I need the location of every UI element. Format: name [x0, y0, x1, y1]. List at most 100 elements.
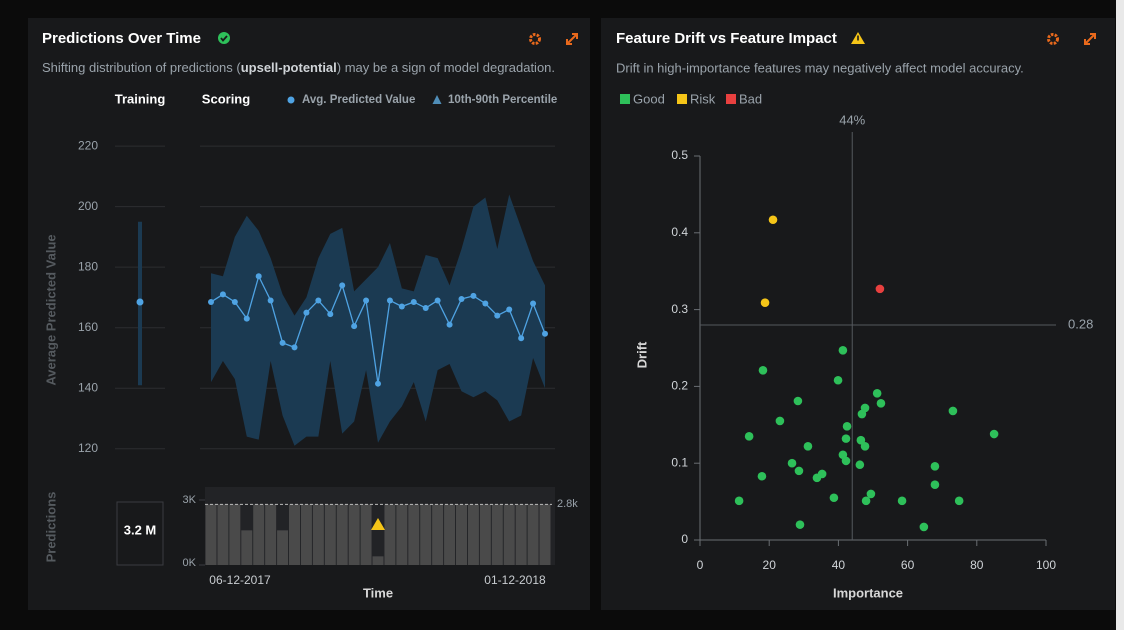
y-axis-label: Drift: [634, 341, 649, 368]
y-tick-label: 0.5: [671, 148, 688, 162]
avg-point: [458, 295, 465, 302]
legend-marker: [287, 96, 295, 104]
subtitle-model: upsell-potential: [241, 60, 337, 75]
avg-point: [243, 315, 250, 322]
ok-icon: [218, 32, 230, 44]
y-tick-label: 140: [78, 380, 98, 394]
training-total-box: [116, 501, 164, 566]
point: [758, 365, 768, 375]
bar: [420, 504, 432, 565]
y-tick-label: 120: [78, 441, 98, 455]
y-axis-label: Predictions: [43, 492, 58, 563]
legend-swatch: [726, 94, 736, 104]
bar: [289, 504, 300, 565]
point: [866, 489, 876, 499]
expand-icon[interactable]: [566, 33, 578, 45]
bar: [408, 504, 420, 565]
point: [856, 435, 866, 445]
bar: [527, 504, 539, 565]
chart-title: Predictions Over Time: [42, 30, 201, 47]
point: [842, 422, 852, 431]
point: [872, 389, 882, 398]
settings-icon[interactable]: [529, 33, 541, 45]
avg-point: [494, 312, 501, 319]
bar: [229, 504, 241, 565]
point: [838, 346, 848, 355]
x-tick-label: 06-12-2017: [209, 573, 271, 587]
point: [795, 520, 805, 529]
legend-swatch: [620, 94, 630, 104]
bar: [265, 504, 277, 565]
avg-point: [231, 298, 238, 305]
expand-icon[interactable]: [1084, 33, 1096, 45]
avg-point: [279, 339, 286, 346]
bar: [217, 504, 229, 565]
y-tick-label: 0.3: [671, 302, 688, 316]
legend-marker: [432, 95, 442, 104]
bar: [372, 556, 384, 565]
subtitle-part: ) may be a sign of model degradation.: [337, 60, 555, 75]
y-tick-label: 0.4: [671, 225, 688, 239]
legend-label: Bad: [739, 91, 762, 106]
point: [744, 432, 754, 441]
avg-point: [267, 297, 274, 304]
avg-point: [339, 282, 346, 289]
x-tick-label: 0: [697, 558, 704, 572]
quadrant-label: 0.28: [1068, 316, 1093, 331]
bar: [467, 504, 479, 565]
settings-icon[interactable]: [1047, 33, 1059, 45]
bar: [384, 504, 396, 565]
training-point: [136, 298, 144, 306]
avg-point: [303, 309, 310, 316]
point: [930, 461, 940, 471]
legend-label: Good: [633, 91, 665, 106]
avg-point: [208, 298, 214, 305]
training-label: Training: [115, 91, 166, 106]
y-tick-label: 180: [78, 259, 98, 273]
avg-point: [530, 300, 537, 307]
point: [760, 298, 770, 307]
y-axis-label: Average Predicted Value: [43, 234, 58, 385]
chart-subtitle: Drift in high-importance features may ne…: [616, 60, 1024, 75]
point: [954, 496, 964, 506]
point: [876, 398, 886, 408]
reference-label: 2.8k: [557, 498, 578, 510]
bar: [241, 530, 253, 565]
x-tick-label: 100: [1036, 558, 1056, 572]
avg-point: [434, 297, 441, 304]
point: [768, 215, 778, 225]
avg-point: [291, 344, 298, 351]
warning-mark: [857, 35, 859, 41]
point: [930, 480, 940, 490]
point: [861, 496, 871, 506]
avg-point: [398, 303, 405, 310]
x-axis-label: Time: [363, 585, 393, 600]
point: [793, 396, 803, 406]
y-tick-label: 0K: [183, 557, 197, 569]
avg-point: [482, 300, 489, 307]
avg-point: [410, 298, 417, 305]
bar: [515, 504, 527, 565]
point: [787, 458, 797, 468]
y-tick-label: 3K: [183, 494, 197, 506]
chart-subtitle: Shifting distribution of predictions (up…: [42, 60, 555, 75]
point: [989, 429, 999, 439]
avg-point: [518, 335, 525, 342]
y-tick-label: 0: [681, 532, 688, 546]
bar: [205, 504, 217, 565]
point: [857, 409, 867, 419]
y-tick-label: 200: [78, 199, 98, 213]
legend-label: Risk: [690, 91, 716, 106]
legend-label: 10th-90th Percentile: [448, 94, 557, 106]
scoring-label: Scoring: [202, 91, 250, 106]
warning-icon: [371, 518, 385, 530]
point: [919, 522, 929, 532]
point: [855, 460, 865, 470]
y-tick-label: 0.2: [671, 379, 688, 393]
edge: [1116, 0, 1124, 630]
x-tick-label: 60: [901, 558, 915, 572]
bar: [324, 504, 336, 565]
bar: [253, 504, 265, 565]
subtitle-part: Shifting distribution of predictions (: [42, 60, 241, 75]
point: [803, 442, 813, 451]
